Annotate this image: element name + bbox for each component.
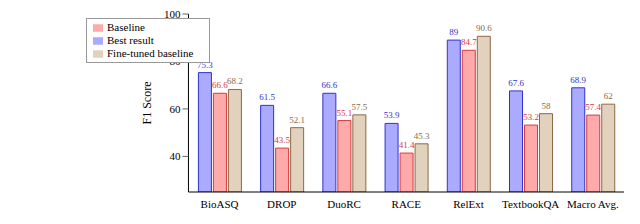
svg-text:RelExt: RelExt — [453, 198, 484, 210]
svg-text:F1 Score: F1 Score — [140, 82, 154, 125]
svg-text:90.6: 90.6 — [476, 23, 492, 33]
svg-text:75.3: 75.3 — [197, 60, 213, 70]
svg-text:66.6: 66.6 — [321, 80, 337, 90]
svg-text:67.6: 67.6 — [508, 78, 524, 88]
svg-text:40: 40 — [169, 150, 181, 162]
svg-text:66.6: 66.6 — [212, 80, 228, 90]
svg-text:43.5: 43.5 — [274, 135, 290, 145]
svg-text:RACE: RACE — [392, 198, 422, 210]
svg-text:68.2: 68.2 — [227, 76, 243, 86]
svg-text:57.5: 57.5 — [351, 102, 367, 112]
svg-text:68.9: 68.9 — [570, 75, 586, 85]
svg-text:DuoRC: DuoRC — [327, 198, 361, 210]
svg-text:100: 100 — [164, 8, 181, 20]
svg-text:57.4: 57.4 — [585, 102, 601, 112]
svg-text:53.2: 53.2 — [523, 112, 539, 122]
svg-text:DROP: DROP — [267, 198, 296, 210]
svg-text:41.4: 41.4 — [399, 140, 415, 150]
svg-text:60: 60 — [169, 103, 181, 115]
svg-text:BioASQ: BioASQ — [201, 198, 239, 210]
svg-text:89: 89 — [449, 27, 459, 37]
svg-text:61.5: 61.5 — [259, 92, 275, 102]
svg-text:55.1: 55.1 — [336, 108, 352, 118]
svg-text:62: 62 — [604, 91, 613, 101]
svg-text:TextbookQA: TextbookQA — [502, 198, 559, 210]
svg-text:Macro Avg.: Macro Avg. — [567, 198, 619, 210]
svg-text:45.3: 45.3 — [414, 131, 430, 141]
svg-text:53.9: 53.9 — [384, 110, 400, 120]
svg-text:52.1: 52.1 — [289, 115, 305, 125]
svg-text:80: 80 — [169, 55, 181, 67]
svg-text:58: 58 — [542, 101, 552, 111]
svg-text:84.7: 84.7 — [461, 37, 477, 47]
